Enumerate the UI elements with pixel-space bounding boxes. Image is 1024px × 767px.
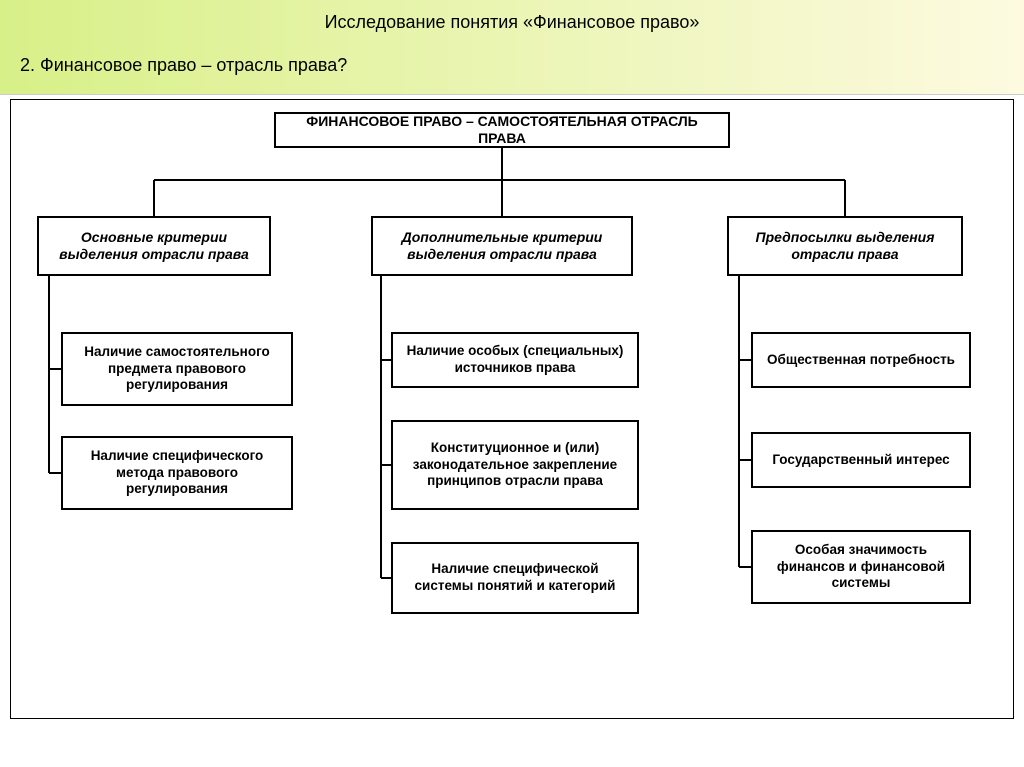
leaf-label: Наличие специфической системы понятий и … xyxy=(401,561,629,595)
branch-node: Предпосылки выделения отрасли права xyxy=(727,216,963,276)
leaf-node: Государственный интерес xyxy=(751,432,971,488)
leaf-label: Государственный интерес xyxy=(772,452,949,469)
branch-label: Основные критерии выделения отрасли прав… xyxy=(47,229,261,264)
leaf-node: Особая значимость финансов и финансовой … xyxy=(751,530,971,604)
leaf-label: Наличие особых (специальных) источников … xyxy=(401,343,629,377)
leaf-node: Наличие особых (специальных) источников … xyxy=(391,332,639,388)
branch-label: Дополнительные критерии выделения отрасл… xyxy=(381,229,623,264)
leaf-node: Конституционное и (или) законодательное … xyxy=(391,420,639,510)
root-node: ФИНАНСОВОЕ ПРАВО – САМОСТОЯТЕЛЬНАЯ ОТРАС… xyxy=(274,112,730,148)
leaf-node: Наличие специфического метода правового … xyxy=(61,436,293,510)
leaf-label: Конституционное и (или) законодательное … xyxy=(401,440,629,491)
branch-label: Предпосылки выделения отрасли права xyxy=(737,229,953,264)
leaf-node: Наличие самостоятельного предмета правов… xyxy=(61,332,293,406)
connector-lines xyxy=(11,100,1013,718)
root-label: ФИНАНСОВОЕ ПРАВО – САМОСТОЯТЕЛЬНАЯ ОТРАС… xyxy=(284,113,720,148)
leaf-node: Общественная потребность xyxy=(751,332,971,388)
leaf-label: Наличие специфического метода правового … xyxy=(71,448,283,499)
diagram-container: ФИНАНСОВОЕ ПРАВО – САМОСТОЯТЕЛЬНАЯ ОТРАС… xyxy=(10,99,1014,719)
leaf-label: Наличие самостоятельного предмета правов… xyxy=(71,344,283,395)
page-title: Исследование понятия «Финансовое право» xyxy=(20,12,1004,33)
branch-node: Основные критерии выделения отрасли прав… xyxy=(37,216,271,276)
leaf-label: Особая значимость финансов и финансовой … xyxy=(761,542,961,593)
header-band: Исследование понятия «Финансовое право» … xyxy=(0,0,1024,95)
leaf-label: Общественная потребность xyxy=(767,352,955,369)
leaf-node: Наличие специфической системы понятий и … xyxy=(391,542,639,614)
branch-node: Дополнительные критерии выделения отрасл… xyxy=(371,216,633,276)
page-subtitle: 2. Финансовое право – отрасль права? xyxy=(20,55,1004,76)
